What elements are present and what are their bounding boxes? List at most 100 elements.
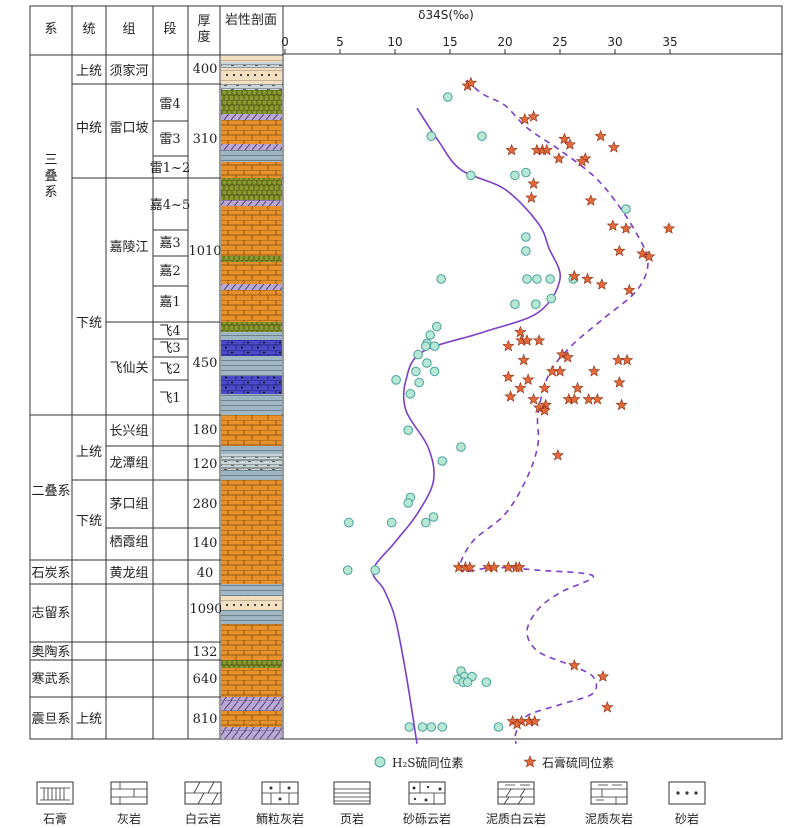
- h2s-point: [521, 246, 531, 256]
- trend-curves: [371, 79, 649, 744]
- member-jia1: 嘉1: [159, 295, 180, 310]
- h2s-point: [621, 204, 631, 214]
- thickness-value: 450: [193, 356, 218, 371]
- system-permian: 二叠系: [31, 484, 70, 499]
- h2s-point: [521, 167, 531, 178]
- legend-h2s-marker: [374, 756, 386, 768]
- h2s-point: [510, 170, 520, 181]
- header-thickness: 厚度: [197, 14, 210, 45]
- formation-changxing: 长兴组: [109, 424, 148, 439]
- h2s-point: [426, 131, 437, 141]
- h2s-point: [386, 517, 397, 528]
- gypsum-point: [556, 348, 569, 360]
- x-tick-label: 25: [552, 35, 567, 49]
- member-jia4-5: 嘉4~5: [150, 198, 190, 213]
- gypsum-point: [525, 191, 538, 204]
- gypsum-point: [594, 129, 607, 142]
- gypsum-point: [527, 110, 540, 122]
- thickness-value: 40: [197, 566, 214, 581]
- lith-layer: [221, 332, 282, 340]
- gypsum-point: [613, 244, 626, 257]
- lithology-column: [221, 56, 282, 739]
- system-sinian: 震旦系: [31, 712, 70, 727]
- x-tick-label: 5: [336, 35, 344, 49]
- h2s-point: [414, 377, 425, 388]
- lith-layer: [221, 290, 282, 322]
- series-legend: H₂S硫同位素 石膏硫同位素: [374, 755, 614, 770]
- lith-layer: [221, 200, 282, 206]
- lith-layer: [221, 262, 282, 284]
- gypsum-point: [487, 560, 501, 573]
- legend-gypsum-marker: [523, 755, 537, 768]
- lith-layer: [221, 660, 282, 668]
- thickness-value: 640: [193, 672, 218, 687]
- h2s-point: [443, 92, 453, 102]
- legend-limestone-swatch: [110, 781, 148, 805]
- system-cambrian: 寒武系: [31, 671, 70, 687]
- member-lei3: 雷3: [159, 132, 180, 147]
- lith-layer: [221, 610, 282, 624]
- gypsum-point: [463, 560, 476, 573]
- legend-lith-label: 石膏: [43, 811, 67, 826]
- gypsum-point: [642, 250, 656, 262]
- gypsum-point: [568, 658, 581, 671]
- x-tick-label: 35: [662, 35, 677, 49]
- gypsum-point: [613, 376, 626, 388]
- lith-layer: [221, 256, 282, 262]
- gypsum-point: [521, 373, 535, 386]
- header-lithology: 岩性剖面: [225, 13, 277, 28]
- gypsum-point: [584, 194, 597, 206]
- thickness-value: 132: [193, 645, 218, 660]
- gypsum-point: [504, 390, 517, 402]
- gypsum-point: [620, 353, 634, 366]
- legend-gypsum-swatch: [36, 781, 74, 805]
- h2s-point: [436, 274, 447, 284]
- h2s-point: [403, 498, 414, 508]
- lithology-legend: 石膏 灰岩 白云岩 鲕粒灰岩 页岩 砂砾云岩 泥质白云岩 泥质灰岩 砂岩: [36, 781, 706, 826]
- lith-layer: [221, 642, 282, 660]
- header-series: 统: [82, 22, 95, 37]
- legend-gypsum-label: 石膏硫同位素: [542, 755, 614, 770]
- lith-layer: [221, 415, 282, 446]
- h2s-point: [493, 722, 504, 732]
- legend-lith-label: 砂岩: [675, 811, 699, 826]
- lith-layer: [221, 584, 282, 596]
- lith-layer: [221, 454, 282, 470]
- formation-huanglong: 黄龙组: [109, 566, 148, 581]
- gypsum-point: [591, 392, 604, 405]
- legend-argillaceous-dolomite-swatch: [497, 781, 535, 805]
- member-fei2: 飞2: [159, 362, 180, 377]
- gypsum-point: [558, 132, 571, 145]
- legend-lith-label: 泥质白云岩: [486, 811, 546, 826]
- lith-layer: [221, 162, 282, 178]
- gypsum-point: [514, 381, 527, 394]
- legend-argillaceous-limestone-swatch: [590, 781, 628, 805]
- lith-layer: [221, 376, 282, 394]
- gypsum-point: [532, 401, 546, 414]
- gypsum-point: [553, 364, 567, 377]
- gypsum-point: [612, 353, 625, 366]
- h2s-point: [437, 456, 448, 466]
- lith-layer: [221, 120, 282, 144]
- h2s-point: [531, 299, 541, 310]
- formation-longtan: 龙潭组: [109, 456, 148, 471]
- gypsum-point: [587, 364, 601, 377]
- h2s-point: [466, 170, 476, 181]
- gypsum-point: [520, 334, 534, 346]
- gypsum-point: [619, 222, 633, 234]
- member-fei3: 飞3: [159, 341, 180, 356]
- gypsum-point: [517, 353, 530, 366]
- lith-layer: [221, 470, 282, 480]
- series-triassic-upper: 上统: [76, 64, 102, 79]
- thickness-value: 1090: [189, 602, 222, 617]
- x-tick-label: 0: [281, 35, 289, 49]
- series-triassic-middle: 中统: [76, 121, 102, 136]
- gypsum-point: [551, 448, 564, 461]
- system-labels: 三叠系 二叠系 石炭系 志留系 奥陶系 寒武系 震旦系: [31, 153, 70, 727]
- h2s-point: [405, 389, 416, 399]
- h2s-point: [428, 512, 439, 522]
- gypsum-point: [510, 717, 524, 730]
- gypsum-point: [561, 350, 574, 363]
- gypsum-point: [552, 152, 566, 164]
